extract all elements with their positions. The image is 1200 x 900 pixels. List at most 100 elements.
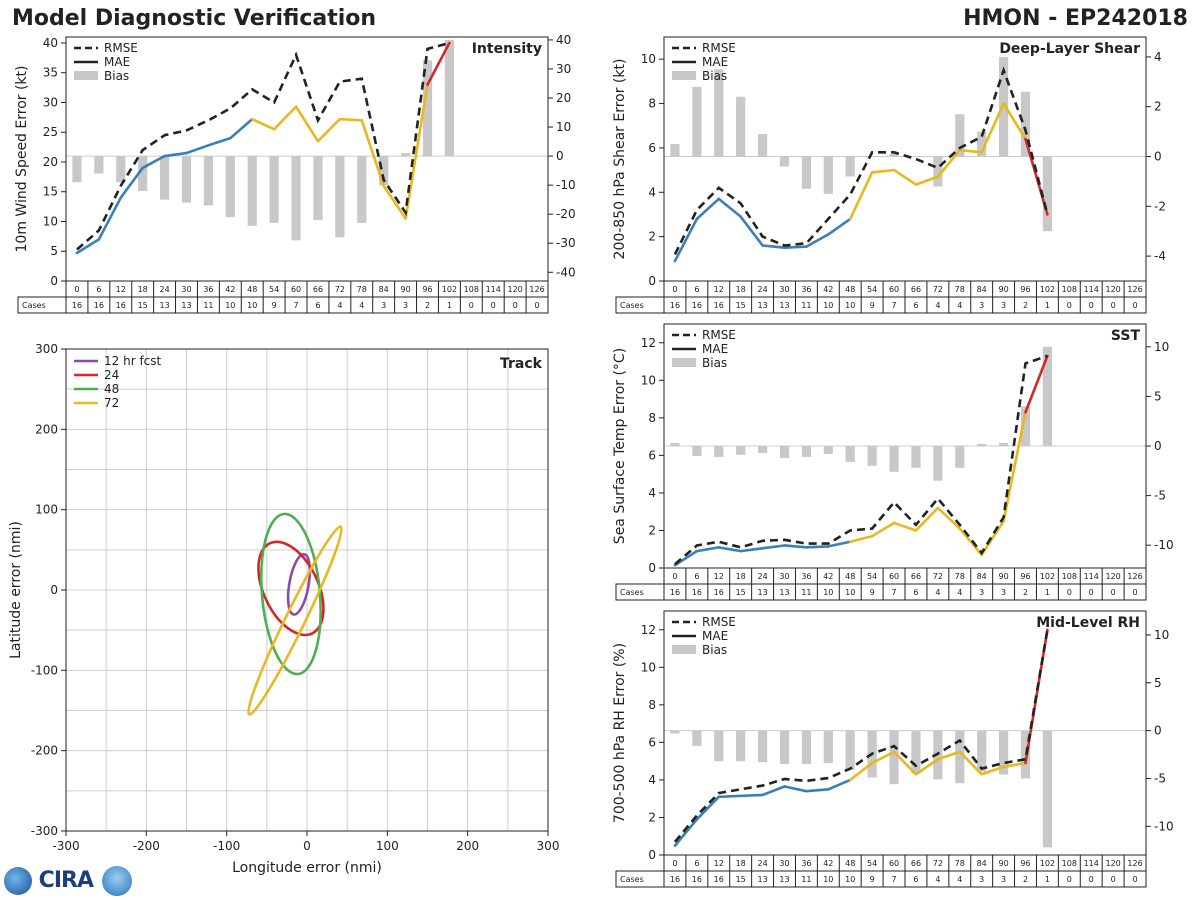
mae-segment (426, 41, 451, 86)
legend-mae-label: MAE (702, 55, 728, 69)
case-count: 16 (670, 588, 680, 597)
y-tick-label: 10 (641, 373, 656, 387)
legend-bias-label: Bias (702, 643, 727, 657)
y-axis-label: Latitude error (nmi) (8, 521, 24, 659)
case-count: 0 (534, 301, 539, 310)
panel-title: Deep-Layer Shear (999, 41, 1140, 57)
mae-segment (717, 197, 742, 218)
case-count: 7 (891, 875, 896, 884)
case-count: 3 (1001, 301, 1006, 310)
case-count: 0 (1067, 301, 1072, 310)
case-count: 15 (138, 301, 148, 310)
mae-segment (739, 215, 764, 247)
mae-segment (163, 151, 188, 158)
case-count: 13 (159, 301, 169, 310)
case-count: 0 (469, 301, 474, 310)
cases-label: Cases (620, 875, 644, 884)
y-tick-label: 4 (648, 185, 656, 199)
case-count: 3 (979, 301, 984, 310)
legend-bias-swatch (74, 71, 98, 80)
mae-segment (1024, 354, 1049, 414)
bias-bar (977, 444, 987, 446)
hour-label: 0 (672, 572, 677, 581)
case-count: 13 (757, 301, 767, 310)
mae-segment (958, 148, 983, 154)
x-tick-label: -100 (213, 839, 240, 853)
hour-label: 36 (801, 859, 811, 868)
y2-tick-label: 0 (1154, 439, 1162, 453)
mae-segment (980, 519, 1005, 557)
case-count: 10 (823, 588, 833, 597)
legend-bias-label: Bias (104, 69, 129, 83)
mae-segment (783, 544, 808, 549)
case-count: 0 (1132, 875, 1137, 884)
y-tick-label: 0 (648, 561, 656, 575)
hour-label: 78 (955, 285, 965, 294)
hour-label: 66 (911, 285, 921, 294)
bias-bar (845, 730, 855, 770)
case-count: 11 (801, 588, 811, 597)
error-ellipse (286, 552, 312, 616)
y2-tick-label: -5 (1154, 771, 1166, 785)
case-count: 7 (891, 301, 896, 310)
case-count: 16 (670, 875, 680, 884)
y2-tick-label: -10 (1154, 538, 1174, 552)
bias-bar (247, 156, 257, 226)
bias-bar (714, 730, 724, 762)
hour-label: 48 (845, 859, 855, 868)
y2-tick-label: 5 (1154, 676, 1162, 690)
case-count: 7 (891, 588, 896, 597)
y-tick-label: 35 (43, 66, 58, 80)
bias-bar (977, 131, 987, 157)
hour-label: 30 (779, 859, 789, 868)
case-count: 4 (337, 301, 342, 310)
mae-segment (1024, 137, 1049, 216)
mae-segment (958, 750, 983, 776)
legend-mae-label: MAE (702, 342, 728, 356)
y-tick-label: 0 (648, 848, 656, 862)
bias-bar (845, 156, 855, 177)
mae-segment (673, 217, 699, 263)
hour-label: 12 (116, 285, 126, 294)
hour-label: 108 (464, 285, 479, 294)
y-tick-label: 2 (648, 230, 656, 244)
legend-mae-label: MAE (104, 55, 130, 69)
legend-rmse-label: RMSE (104, 41, 138, 55)
y2-tick-label: 5 (1154, 389, 1162, 403)
y2-tick-label: -20 (556, 207, 576, 221)
hour-label: 84 (977, 572, 987, 581)
mae-segment (761, 544, 786, 550)
bias-bar (889, 446, 899, 472)
x-tick-label: -200 (133, 839, 160, 853)
hour-label: 66 (313, 285, 323, 294)
y-tick-label: 100 (35, 503, 58, 517)
y2-tick-label: -5 (1154, 489, 1166, 503)
bias-bar (692, 730, 702, 746)
panel-title: SST (1111, 328, 1141, 344)
bias-bar (757, 730, 768, 763)
y-axis-label: Sea Surface Temp Error (°C) (612, 348, 628, 544)
rmse-line (674, 354, 1048, 566)
case-count: 1 (1045, 588, 1050, 597)
bias-bar (823, 446, 833, 454)
y-tick-label: 10 (43, 214, 58, 228)
case-count: 0 (1089, 588, 1094, 597)
case-count: 2 (1023, 875, 1028, 884)
y-axis-label: 200-850 hPa Shear Error (kt) (612, 59, 628, 260)
bias-bar (801, 730, 812, 765)
cases-label-cell (615, 583, 665, 601)
noaa-logo-icon (101, 866, 132, 896)
bias-bar (955, 730, 965, 784)
case-count: 10 (845, 875, 855, 884)
case-count: 6 (913, 875, 918, 884)
y-tick-label: 200 (35, 422, 58, 436)
bias-bar (313, 156, 323, 220)
y-tick-label: 4 (648, 486, 656, 500)
case-count: 7 (293, 301, 298, 310)
mae-segment (404, 83, 429, 220)
case-count: 6 (913, 588, 918, 597)
plot-frame (663, 36, 1147, 282)
case-count: 6 (913, 301, 918, 310)
y-tick-label: 10 (641, 52, 656, 66)
